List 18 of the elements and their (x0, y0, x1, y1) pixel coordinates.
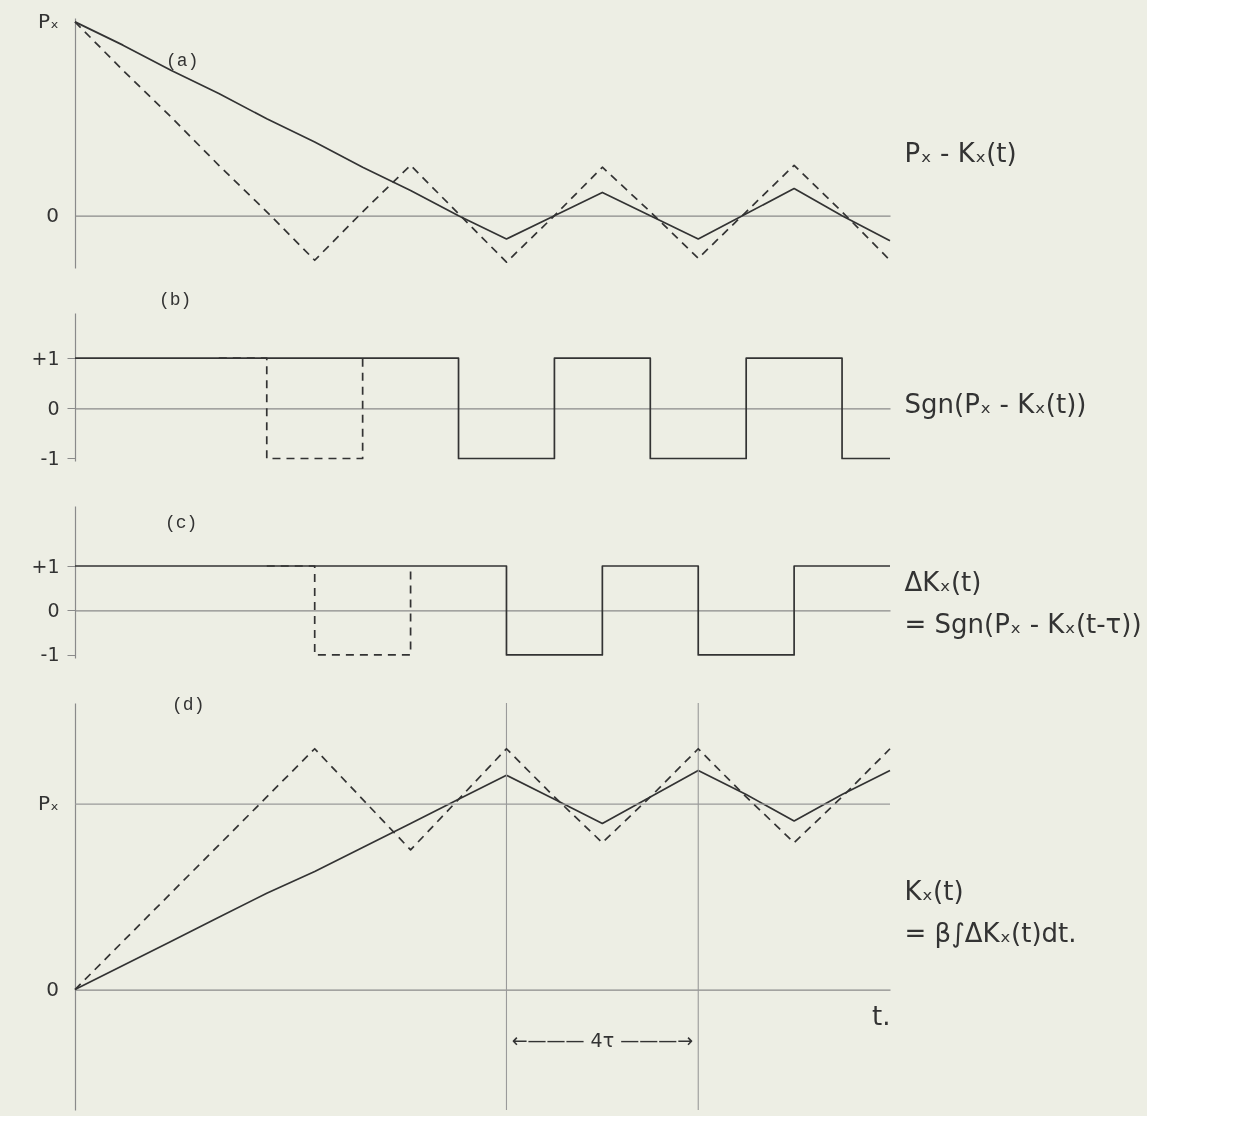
y-axis-title: Kₓ(t) = β∫ΔKₓ(t)dt. (904, 875, 1077, 948)
chart-title: (b) (158, 290, 192, 310)
text: ←——— 4τ ———→ (511, 1028, 694, 1051)
x-axis-title: t. (872, 1001, 891, 1032)
y-tick-label: -1 (40, 643, 60, 666)
text: Pₓ (38, 9, 59, 33)
text: (a) (166, 51, 199, 71)
chart-title: (d) (172, 695, 205, 716)
y-tick-label: 0 (47, 396, 60, 419)
y-axis-title: Pₓ - Kₓ(t) (904, 138, 1017, 168)
y-tick-label: -1 (40, 446, 60, 469)
y-tick-label: +1 (31, 346, 60, 369)
chart-title: (c) (164, 513, 198, 533)
y-axis-title: Sgn(Pₓ - Kₓ(t)) (904, 388, 1087, 419)
y-tick-label: +1 (31, 554, 60, 577)
y-tick-label: 0 (47, 598, 60, 621)
y-axis-title: ΔKₓ(t) = Sgn(Pₓ - Kₓ(t-τ)) (904, 567, 1142, 640)
ref-line-label: Pₓ (38, 791, 59, 816)
